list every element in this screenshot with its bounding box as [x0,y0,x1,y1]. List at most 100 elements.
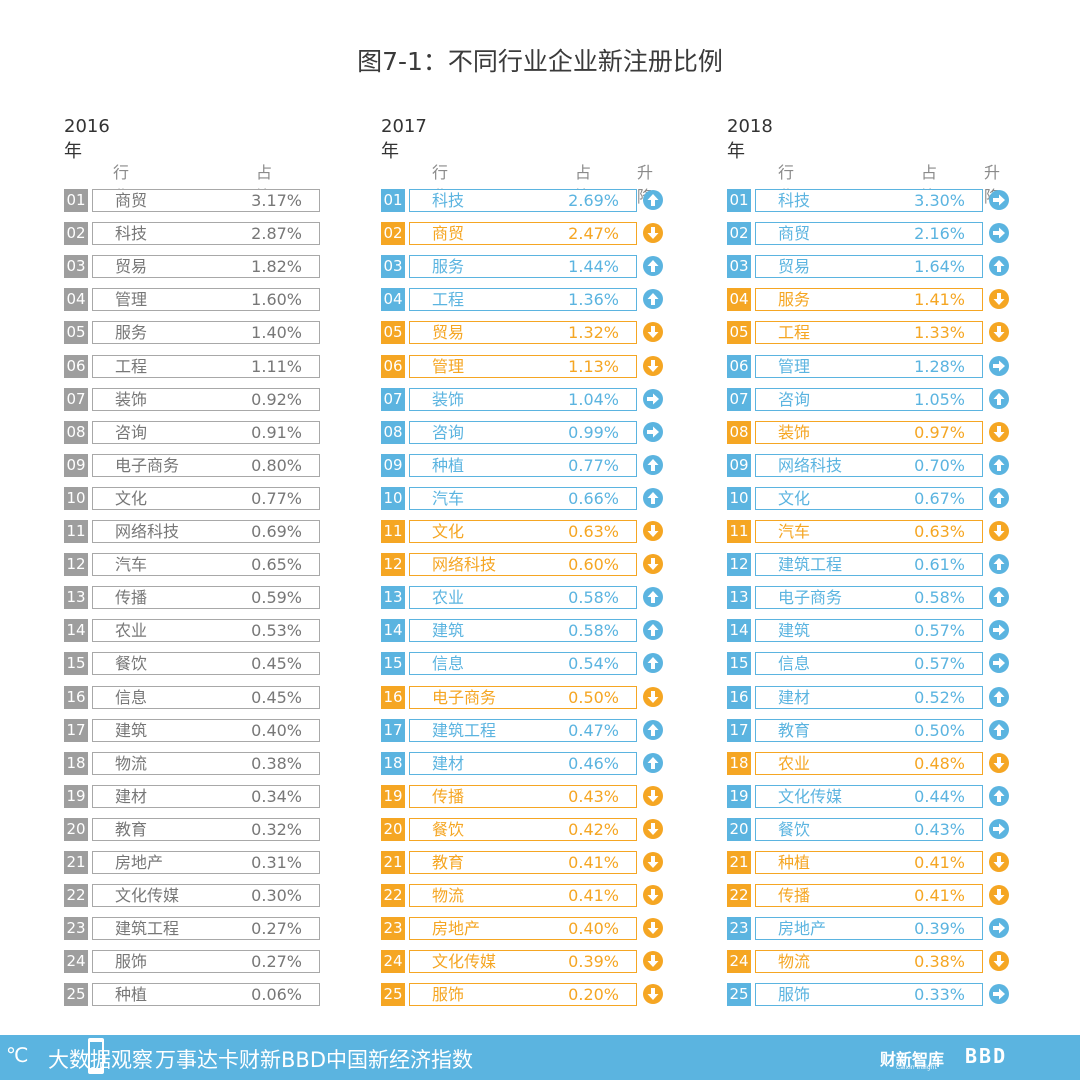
rank-badge: 16 [727,685,751,709]
industry-name: 贸易 [778,257,811,277]
row-box: 装饰 1.04% [409,387,637,411]
arrow-down-icon [643,521,663,541]
share-value: 0.66% [568,488,619,508]
rank-badge: 08 [64,420,88,444]
industry-name: 装饰 [432,389,465,409]
row-box: 种植 0.06% [92,983,320,1007]
share-value: 0.32% [251,819,302,839]
industry-name: 农业 [115,621,148,641]
table-row: 06 工程 1.11% [64,354,320,378]
share-value: 2.69% [568,191,619,210]
arrow-up-icon [643,587,663,608]
share-value: 1.04% [568,389,619,409]
arrow-down-icon [643,918,663,939]
share-value: 0.63% [914,522,965,541]
rank-badge: 20 [64,817,88,841]
table-row: 07 装饰 1.04% [381,387,665,411]
row-box: 建筑 0.57% [755,619,983,643]
row-box: 种植 0.77% [409,453,637,477]
rank-badge: 24 [727,950,751,974]
rank-badge: 16 [64,685,88,709]
table-row: 21 教育 0.41% [381,851,665,874]
row-box: 咨询 1.05% [755,387,983,411]
industry-name: 教育 [778,720,811,740]
industry-name: 建筑工程 [432,720,497,740]
share-value: 1.05% [914,389,965,409]
industry-name: 科技 [432,191,465,210]
industry-name: 汽车 [115,555,148,575]
share-value: 1.33% [914,323,965,343]
table-row: 21 房地产 0.31% [64,851,320,874]
industry-name: 传播 [432,786,465,806]
row-box: 文化 0.77% [92,486,320,510]
industry-name: 电子商务 [778,588,843,608]
share-value: 0.58% [568,588,619,608]
table-row: 04 工程 1.36% [381,288,665,312]
rank-badge: 05 [64,321,88,345]
table-row: 03 服务 1.44% [381,255,665,279]
share-value: 0.46% [568,753,619,773]
table-row: 06 管理 1.13% [381,354,665,378]
share-value: 0.43% [568,786,619,806]
share-value: 1.13% [568,356,619,376]
table-row: 05 服务 1.40% [64,321,320,345]
table-row: 24 服饰 0.27% [64,950,320,974]
rank-badge: 06 [381,354,405,378]
rank-badge: 18 [64,751,88,775]
arrow-down-icon [989,521,1009,541]
row-box: 建筑工程 0.47% [409,718,637,742]
industry-name: 房地产 [115,853,164,872]
table-row: 08 咨询 0.91% [64,420,320,444]
table-row: 12 建筑工程 0.61% [727,553,1011,577]
share-value: 0.54% [568,654,619,674]
rank-badge: 23 [64,917,88,941]
row-box: 服务 1.40% [92,321,320,345]
table-row: 17 教育 0.50% [727,718,1011,742]
table-row: 14 建筑 0.58% [381,619,665,643]
row-box: 汽车 0.66% [409,486,637,510]
row-box: 建筑 0.40% [92,718,320,742]
table-row: 15 餐饮 0.45% [64,652,320,676]
rank-badge: 13 [64,586,88,610]
arrow-down-icon [989,421,1009,442]
arrow-down-icon [989,852,1009,872]
industry-name: 建筑 [432,621,465,641]
arrow-down-icon [643,984,663,1005]
industry-name: 商贸 [115,191,148,210]
table-row: 20 教育 0.32% [64,817,320,841]
industry-name: 管理 [115,290,148,310]
row-box: 工程 1.33% [755,321,983,345]
industry-name: 传播 [778,886,811,906]
industry-name: 工程 [778,323,811,343]
arrow-up-icon [643,752,663,773]
index-name: 万事达卡财新BBD中国新经济指数 [155,1048,473,1072]
share-value: 0.53% [251,621,302,641]
row-box: 传播 0.43% [409,784,637,808]
row-box: 管理 1.60% [92,288,320,312]
arrow-up-icon [643,289,663,310]
industry-name: 农业 [432,588,465,608]
table-row: 09 网络科技 0.70% [727,453,1011,477]
row-box: 文化传媒 0.44% [755,784,983,808]
table-row: 23 房地产 0.39% [727,917,1011,941]
row-box: 科技 2.69% [409,189,637,212]
share-value: 0.27% [251,952,302,972]
row-box: 咨询 0.99% [409,420,637,444]
industry-name: 网络科技 [432,555,497,575]
rank-badge: 14 [381,619,405,643]
rank-badge: 15 [727,652,751,676]
row-box: 商贸 2.16% [755,222,983,246]
row-box: 餐饮 0.42% [409,817,637,841]
share-value: 0.40% [568,919,619,939]
table-row: 22 传播 0.41% [727,884,1011,908]
row-box: 农业 0.58% [409,586,637,610]
share-value: 0.06% [251,985,302,1005]
table-row: 02 商贸 2.16% [727,222,1011,246]
rank-badge: 04 [64,288,88,312]
industry-name: 文化传媒 [432,952,497,972]
rank-badge: 05 [727,321,751,345]
rank-badge: 07 [381,387,405,411]
rank-badge: 04 [381,288,405,312]
share-value: 0.61% [914,555,965,575]
share-value: 3.30% [914,191,965,210]
